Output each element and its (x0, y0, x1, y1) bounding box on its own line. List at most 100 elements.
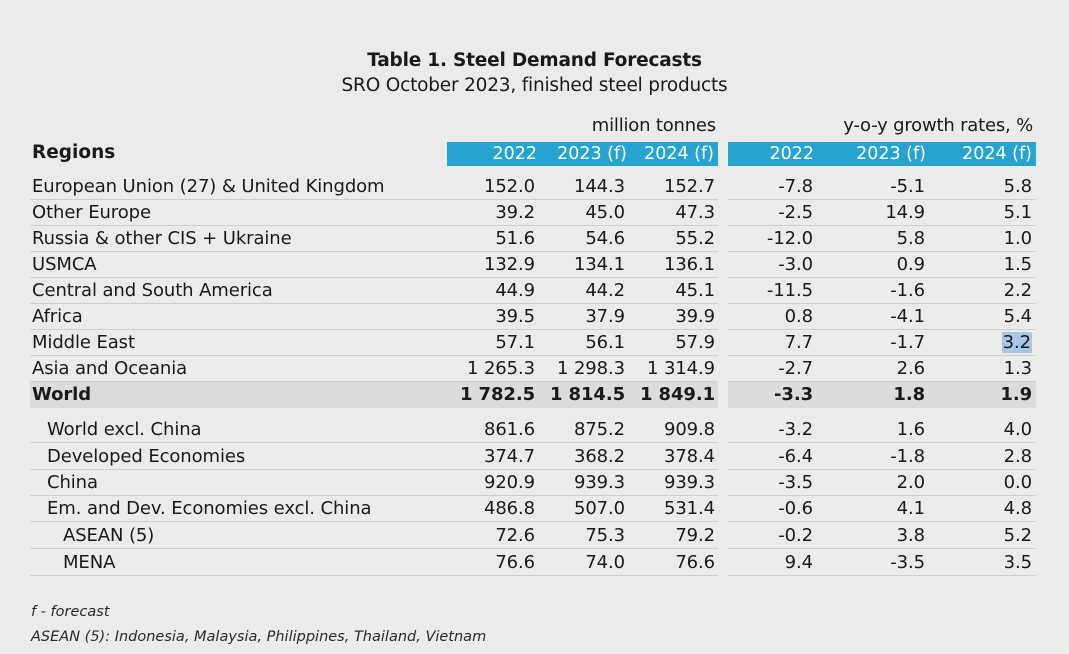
row-divider (728, 355, 1036, 356)
table-row: ASEAN (5) 72.6 75.3 79.2 -0.2 3.8 5.2 (0, 523, 1069, 549)
value-2023f: 939.3 (573, 472, 625, 493)
value-2024f: 55.2 (675, 228, 715, 249)
row-divider (728, 303, 1036, 304)
table-row: Developed Economies 374.7 368.2 378.4 -6… (0, 444, 1069, 470)
value-2022: 374.7 (483, 446, 535, 467)
growth-2023f: 1.6 (896, 419, 925, 440)
world-row-background (728, 382, 1036, 408)
row-divider (728, 442, 1036, 443)
header-bar-growth: 2022 2023 (f) 2024 (f) (728, 142, 1036, 166)
growth-2022: -6.4 (778, 446, 813, 467)
growth-2023f: 1.8 (893, 384, 925, 405)
row-divider (728, 575, 1036, 576)
row-label: China (47, 472, 98, 493)
table-row-world: World 1 782.5 1 814.5 1 849.1 -3.3 1.8 1… (0, 382, 1069, 408)
growth-2022: 7.7 (784, 332, 813, 353)
growth-2022: -2.7 (778, 358, 813, 379)
growth-2023f: 3.8 (896, 525, 925, 546)
growth-2024f: 5.4 (1003, 306, 1032, 327)
row-label: MENA (63, 552, 116, 573)
table-subtitle: SRO October 2023, finished steel product… (341, 75, 728, 96)
value-2023f: 368.2 (573, 446, 625, 467)
growth-2024f: 1.3 (1003, 358, 1032, 379)
growth-2022: -2.5 (778, 202, 813, 223)
selected-text[interactable]: 3.2 (1001, 332, 1032, 353)
row-divider (728, 251, 1036, 252)
growth-2022: -3.2 (778, 419, 813, 440)
row-label: Africa (32, 306, 83, 327)
value-2023f: 134.1 (573, 254, 625, 275)
row-label: ASEAN (5) (63, 525, 155, 546)
growth-2023f: 0.9 (896, 254, 925, 275)
growth-2023f: 4.1 (896, 498, 925, 519)
row-divider (30, 225, 718, 226)
value-2023f: 75.3 (585, 525, 625, 546)
row-label: Russia & other CIS + Ukraine (32, 228, 292, 249)
row-divider (728, 199, 1036, 200)
value-2022: 861.6 (483, 419, 535, 440)
table-row: Em. and Dev. Economies excl. China 486.8… (0, 496, 1069, 522)
world-row-background (30, 382, 718, 408)
row-label: Central and South America (32, 280, 273, 301)
row-label: World (32, 384, 92, 405)
growth-2023f: 14.9 (885, 202, 925, 223)
value-2024f: 378.4 (663, 446, 715, 467)
value-2024f: 79.2 (675, 525, 715, 546)
value-2022: 72.6 (495, 525, 535, 546)
growth-2022: -0.2 (778, 525, 813, 546)
growth-2024f: 5.2 (1003, 525, 1032, 546)
value-2022: 920.9 (483, 472, 535, 493)
growth-header-2023f: 2023 (f) (856, 144, 926, 164)
growth-2023f: -1.6 (890, 280, 925, 301)
growth-2024f: 1.9 (1000, 384, 1032, 405)
table-title: Table 1. Steel Demand Forecasts (367, 50, 702, 71)
value-2022: 1 782.5 (459, 384, 535, 405)
growth-2023f: -1.7 (890, 332, 925, 353)
unit-label-tonnes: million tonnes (591, 115, 716, 136)
growth-2023f: -5.1 (890, 176, 925, 197)
growth-2023f: -4.1 (890, 306, 925, 327)
table-row: Middle East 57.1 56.1 57.9 7.7 -1.7 3.2 (0, 330, 1069, 356)
column-header-2022: 2022 (492, 144, 537, 164)
row-divider (728, 521, 1036, 522)
row-divider (728, 329, 1036, 330)
value-2024f: 39.9 (675, 306, 715, 327)
growth-2024f: 5.1 (1003, 202, 1032, 223)
value-2022: 76.6 (495, 552, 535, 573)
value-2024f: 1 314.9 (646, 358, 715, 379)
value-2022: 152.0 (483, 176, 535, 197)
value-2024f: 152.7 (663, 176, 715, 197)
table-row: Russia & other CIS + Ukraine 51.6 54.6 5… (0, 226, 1069, 252)
growth-2024f: 2.8 (1003, 446, 1032, 467)
growth-2024f: 5.8 (1003, 176, 1032, 197)
table-row: European Union (27) & United Kingdom 152… (0, 174, 1069, 200)
growth-2022: 9.4 (784, 552, 813, 573)
growth-2022: 0.8 (784, 306, 813, 327)
column-header-2024f: 2024 (f) (644, 144, 714, 164)
row-divider (30, 199, 718, 200)
growth-2023f: 2.0 (896, 472, 925, 493)
growth-2024f: 4.0 (1003, 419, 1032, 440)
table-row: Asia and Oceania 1 265.3 1 298.3 1 314.9… (0, 356, 1069, 382)
value-2023f: 144.3 (573, 176, 625, 197)
row-divider (30, 277, 718, 278)
growth-2024f: 4.8 (1003, 498, 1032, 519)
row-divider (728, 225, 1036, 226)
value-2024f: 939.3 (663, 472, 715, 493)
table-row: China 920.9 939.3 939.3 -3.5 2.0 0.0 (0, 470, 1069, 496)
row-label: Other Europe (32, 202, 151, 223)
growth-2023f: -1.8 (890, 446, 925, 467)
table-row: Africa 39.5 37.9 39.9 0.8 -4.1 5.4 (0, 304, 1069, 330)
unit-label-growth: y-o-y growth rates, % (843, 115, 1033, 136)
growth-2024f[interactable]: 3.2 (937, 332, 1032, 353)
row-divider (30, 303, 718, 304)
row-label: Developed Economies (47, 446, 246, 467)
value-2024f: 1 849.1 (639, 384, 715, 405)
value-2024f: 76.6 (675, 552, 715, 573)
row-divider (30, 575, 718, 576)
value-2023f: 37.9 (585, 306, 625, 327)
value-2022: 1 265.3 (466, 358, 535, 379)
growth-2022: -11.5 (766, 280, 813, 301)
row-label: Middle East (32, 332, 135, 353)
column-header-2023f: 2023 (f) (557, 144, 627, 164)
